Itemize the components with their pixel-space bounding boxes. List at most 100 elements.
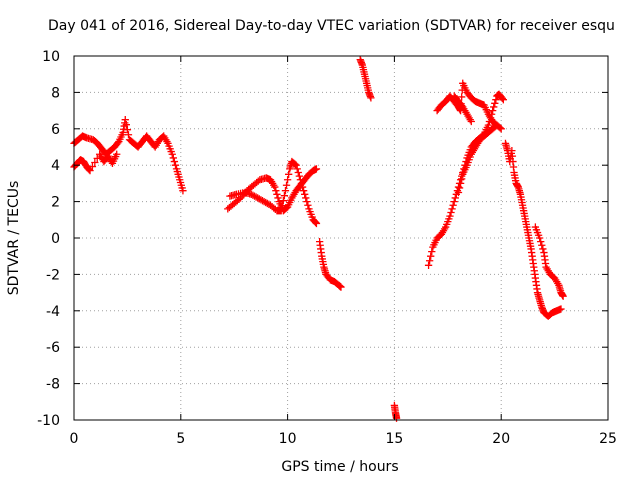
data-point [463, 161, 471, 169]
y-tick-label: -8 [46, 377, 60, 393]
data-point [428, 248, 436, 256]
data-point [282, 181, 291, 189]
data-point [458, 175, 466, 183]
data-point [168, 150, 176, 158]
data-point [307, 210, 315, 218]
chart-title: Day 041 of 2016, Sidereal Day-to-day VTE… [48, 18, 615, 34]
data-point [165, 142, 173, 150]
ticks-layer [73, 55, 609, 421]
data-point [280, 192, 289, 200]
data-point [273, 190, 281, 198]
data-point [456, 179, 465, 188]
data-point [464, 158, 472, 167]
data-point [424, 261, 433, 269]
data-point [539, 245, 547, 253]
y-tick-label: 2 [51, 195, 60, 211]
data-point [301, 190, 309, 198]
y-tick-label: -2 [46, 267, 60, 283]
data-point [121, 116, 129, 124]
data-point [447, 208, 455, 217]
data-point [124, 131, 133, 139]
data-point [497, 125, 505, 133]
data-point [311, 218, 320, 227]
data-point [305, 205, 313, 213]
data-point [451, 194, 459, 202]
data-point [306, 207, 314, 216]
data-point [299, 187, 308, 195]
data-point [123, 126, 132, 134]
data-point [537, 237, 545, 246]
labels-layer: 0 5 10 15 20 25 -10 -8 -6 -4 -2 0 2 4 6 8 10 [37, 49, 617, 447]
series-arc-3 [356, 55, 375, 102]
data-point [271, 183, 279, 191]
data-point [492, 96, 500, 104]
series-arc-1-upper [70, 116, 187, 195]
data-point [449, 201, 457, 209]
y-tick-label: 8 [51, 85, 60, 101]
data-point [312, 165, 321, 173]
data-point [535, 234, 544, 242]
data-point [467, 117, 475, 126]
data-point [294, 168, 302, 177]
data-point [285, 170, 293, 178]
data-point [448, 205, 456, 213]
data-point [274, 194, 282, 202]
data-point [122, 121, 130, 129]
data-point [296, 176, 305, 184]
y-tick-label: 10 [42, 49, 60, 65]
x-tick-label: 0 [70, 431, 79, 447]
data-point [179, 187, 187, 195]
y-axis-label: SDTVAR / TECUs [6, 181, 22, 296]
data-point [490, 103, 498, 111]
data-point [337, 283, 345, 291]
data-point [279, 197, 287, 205]
data-point [425, 257, 434, 265]
series-arc-5-mid [454, 121, 501, 197]
data-point [86, 167, 94, 175]
data-point [304, 201, 312, 209]
series-arc-2-tail [315, 237, 345, 291]
data-point [164, 139, 172, 148]
data-point [283, 176, 292, 184]
data-point [281, 187, 290, 195]
data-point [533, 228, 542, 237]
data-point [91, 158, 99, 167]
data-point [444, 217, 452, 226]
data-point [175, 173, 183, 181]
data-point [303, 197, 311, 206]
series-arc-5-down [450, 92, 475, 126]
data-point [493, 121, 501, 129]
data-point [446, 212, 454, 220]
data-point [278, 202, 286, 210]
y-tick-label: -6 [46, 340, 60, 356]
data-point [166, 145, 174, 153]
data-point [484, 121, 493, 129]
y-tick-label: 6 [51, 122, 60, 138]
data-point [177, 181, 185, 189]
y-tick-label: 0 [51, 231, 60, 247]
data-point [367, 94, 375, 102]
data-point [427, 252, 435, 260]
data-point [491, 99, 499, 107]
x-tick-label: 5 [176, 431, 185, 447]
series-arc-6 [501, 139, 565, 320]
data-point [174, 170, 182, 178]
data-point [295, 172, 303, 180]
data-point [176, 178, 185, 187]
data-point [176, 176, 184, 184]
data-point [293, 165, 301, 173]
data-point [445, 215, 453, 223]
data-point [534, 231, 543, 239]
x-tick-label: 20 [492, 431, 510, 447]
data-point [178, 184, 186, 192]
data-point [499, 96, 507, 104]
data-point [455, 184, 464, 192]
series-arc-4 [390, 401, 401, 422]
data-point [167, 147, 175, 156]
data-point [272, 187, 280, 195]
data-point [443, 220, 451, 228]
series-arc-2-falling [226, 157, 321, 228]
data-point [170, 157, 179, 166]
data-point [531, 223, 540, 231]
data-point [297, 179, 306, 188]
